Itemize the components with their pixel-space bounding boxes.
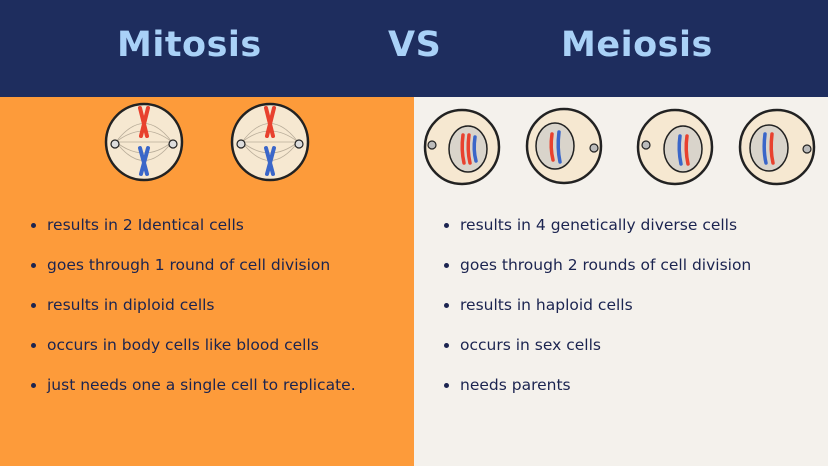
mitosis-point: results in diploid cells: [31, 295, 356, 335]
mitosis-title: Mitosis: [117, 25, 262, 65]
meiosis-point: results in 4 genetically diverse cells: [444, 215, 751, 255]
mitosis-point: just needs one a single cell to replicat…: [31, 375, 356, 415]
meiosis-point: results in haploid cells: [444, 295, 751, 335]
meiosis-point: occurs in sex cells: [444, 335, 751, 375]
vs-label: VS: [388, 25, 442, 65]
mitosis-point: results in 2 Identical cells: [31, 215, 356, 255]
mitosis-panel: [0, 97, 414, 466]
mitosis-point: occurs in body cells like blood cells: [31, 335, 356, 375]
meiosis-title: Meiosis: [561, 25, 713, 65]
header-bar: Mitosis VS Meiosis: [0, 0, 828, 97]
meiosis-points-list: results in 4 genetically diverse cells g…: [444, 215, 751, 415]
mitosis-points-list: results in 2 Identical cells goes throug…: [31, 215, 356, 415]
meiosis-point: needs parents: [444, 375, 751, 415]
meiosis-point: goes through 2 rounds of cell division: [444, 255, 751, 295]
mitosis-point: goes through 1 round of cell division: [31, 255, 356, 295]
